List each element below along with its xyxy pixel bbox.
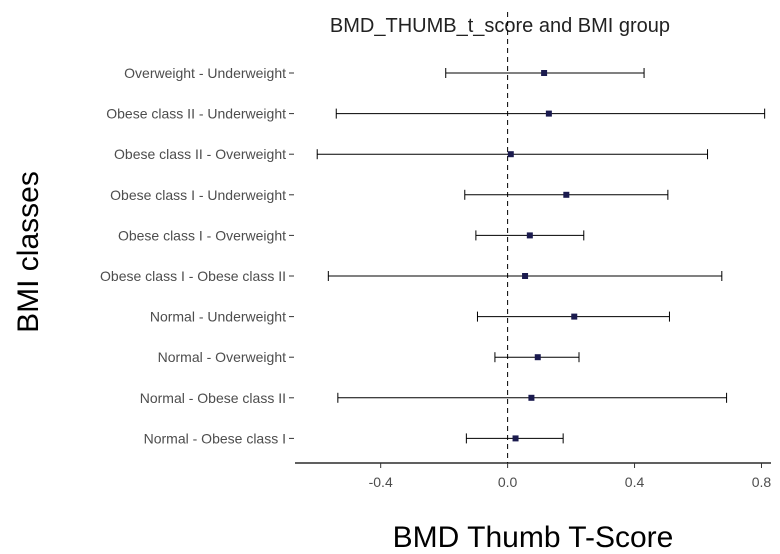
x-axis-ticks: -0.4 0.0 0.4 0.8 <box>369 463 772 490</box>
point-estimate <box>512 435 519 442</box>
comparison-row: Normal - Obese class II <box>140 390 728 406</box>
x-tick-label: 0.0 <box>498 474 518 490</box>
chart-title: BMD_THUMB_t_score and BMI group <box>330 15 670 37</box>
comparison-row: Obese class I - Obese class II <box>100 268 723 284</box>
point-estimate <box>522 273 529 279</box>
category-label: Obese class I - Obese class II <box>100 268 286 284</box>
category-label: Normal - Underweight <box>150 309 286 325</box>
category-label: Obese class I - Underweight <box>110 187 286 203</box>
category-label: Normal - Overweight <box>158 349 286 365</box>
category-label: Normal - Obese class I <box>144 430 286 446</box>
x-tick-label: -0.4 <box>369 474 393 490</box>
comparison-row: Overweight - Underweight <box>124 65 645 81</box>
point-estimate <box>528 394 535 401</box>
point-estimate <box>526 232 533 239</box>
comparison-row: Normal - Obese class I <box>144 430 564 446</box>
point-estimate <box>545 110 552 117</box>
comparison-rows: Overweight - Underweight Obese class II -… <box>100 65 766 446</box>
x-tick-label: 0.8 <box>752 474 772 490</box>
comparison-row: Obese class II - Underweight <box>106 106 766 122</box>
comparison-row: Obese class I - Overweight <box>118 227 585 243</box>
x-tick-label: 0.4 <box>625 474 645 490</box>
category-label: Obese class II - Underweight <box>106 106 286 122</box>
category-label: Obese class II - Overweight <box>114 146 286 162</box>
comparison-row: Normal - Overweight <box>158 349 580 365</box>
comparison-row: Obese class I - Underweight <box>110 187 669 203</box>
x-axis-label: BMD Thumb T-Score <box>393 521 674 554</box>
comparison-row: Obese class II - Overweight <box>114 146 709 162</box>
category-label: Obese class I - Overweight <box>118 227 286 243</box>
point-estimate <box>541 70 548 76</box>
point-estimate <box>534 354 541 361</box>
category-label: Normal - Obese class II <box>140 390 286 406</box>
point-estimate <box>563 191 570 198</box>
point-estimate <box>507 151 514 158</box>
y-axis-label: BMI classes <box>12 171 45 333</box>
point-estimate <box>571 313 578 320</box>
comparison-row: Normal - Underweight <box>150 309 670 325</box>
category-label: Overweight - Underweight <box>124 65 286 81</box>
